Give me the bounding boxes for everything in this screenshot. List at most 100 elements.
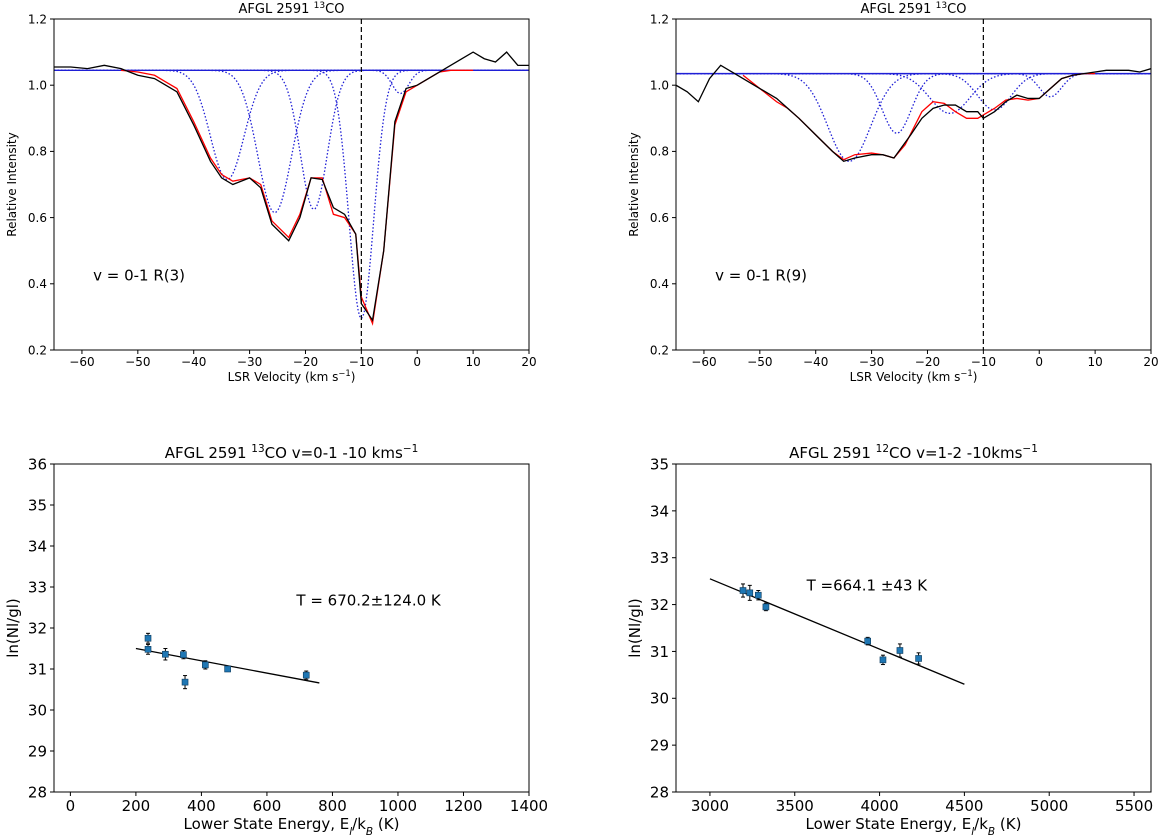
annotation: T = 670.2±124.0 K xyxy=(295,591,441,609)
chart-title: AFGL 2591 13CO v=0-1 -10 kms−1 xyxy=(165,443,419,462)
plot-area xyxy=(135,632,320,690)
x-tick-label: 1400 xyxy=(510,797,548,815)
x-axis-label: LSR Velocity (km s−1) xyxy=(850,368,978,384)
x-tick-label: 0 xyxy=(1035,355,1043,369)
x-tick-label: −50 xyxy=(125,355,150,369)
data-point xyxy=(144,646,152,653)
spectrum-series xyxy=(676,64,1151,163)
y-tick-label: 1.2 xyxy=(28,12,47,26)
y-tick-label: 32 xyxy=(650,596,669,614)
data-point xyxy=(739,587,747,594)
x-tick-label: 400 xyxy=(187,797,216,815)
data-point xyxy=(181,678,189,686)
y-tick-label: 0.8 xyxy=(28,145,47,159)
plot-area xyxy=(709,578,965,685)
gaussian-component-3 xyxy=(676,72,1151,114)
chart-panel-4: 3000 3500 4000 4500 5000 5500 28 29 30 31 32 33 34 35… xyxy=(626,443,1153,838)
y-tick-label: 29 xyxy=(650,737,669,755)
y-tick-label: 28 xyxy=(28,783,47,801)
annotation: T =664.1 ±43 K xyxy=(806,577,929,595)
y-tick-label: 32 xyxy=(28,619,47,637)
x-tick-label: 0 xyxy=(413,355,421,369)
data-point xyxy=(754,591,762,599)
y-tick-label: 30 xyxy=(28,701,47,719)
y-tick-label: 31 xyxy=(28,660,47,678)
data-point xyxy=(879,656,887,664)
gaussian-component-5 xyxy=(54,69,529,95)
x-tick-label: −20 xyxy=(293,355,318,369)
chart-panel-1: −60 −50 −40 −30 −20 −10 0 10 20 0.2 0.4 0.6 0.8 1.0 1.… xyxy=(5,1,537,384)
fit-series xyxy=(120,69,474,326)
x-tick-label: 0 xyxy=(66,797,76,815)
y-tick-label: 28 xyxy=(650,783,669,801)
x-tick-label: 3000 xyxy=(691,797,729,815)
y-tick-label: 35 xyxy=(650,455,669,473)
chart-panel-3: 0 200 400 600 800 1000 1200 1400 28 29 30 31 32 33 34 3… xyxy=(4,443,548,838)
annotation: v = 0-1 R(9) xyxy=(715,266,807,284)
x-tick-label: −50 xyxy=(747,355,772,369)
gaussian-component-2 xyxy=(54,69,529,214)
y-tick-label: 36 xyxy=(28,455,47,473)
data-point xyxy=(202,661,209,669)
x-axis-label: Lower State Energy, El/kB (K) xyxy=(184,815,400,838)
x-tick-label: 800 xyxy=(318,797,347,815)
x-tick-label: 20 xyxy=(521,355,536,369)
y-tick-label: 0.4 xyxy=(28,277,47,291)
axes-frame xyxy=(675,18,1152,351)
y-tick-label: 34 xyxy=(650,502,669,520)
y-tick-label: 1.0 xyxy=(28,79,47,93)
plot-area xyxy=(54,19,529,350)
y-tick-label: 34 xyxy=(28,537,47,555)
x-tick-label: 200 xyxy=(122,797,151,815)
gaussian-component-1 xyxy=(676,72,1151,162)
x-tick-label: −40 xyxy=(803,355,828,369)
x-tick-label: 1000 xyxy=(379,797,417,815)
y-tick-label: 0.8 xyxy=(650,145,669,159)
x-tick-label: −40 xyxy=(181,355,206,369)
x-tick-label: −10 xyxy=(971,355,996,369)
data-point xyxy=(302,671,310,679)
x-tick-label: 5000 xyxy=(1030,797,1068,815)
x-tick-label: 4000 xyxy=(860,797,898,815)
y-tick-label: 0.2 xyxy=(28,343,47,357)
y-tick-label: 1.0 xyxy=(650,79,669,93)
data-point xyxy=(180,651,187,658)
gaussian-component-2 xyxy=(676,72,1151,134)
x-axis-label: Lower State Energy, El/kB (K) xyxy=(806,815,1022,838)
axes-frame xyxy=(675,463,1152,793)
y-tick-label: 31 xyxy=(650,643,669,661)
y-tick-label: 0.6 xyxy=(28,211,47,225)
y-axis-label: Relative Intensity xyxy=(627,132,641,236)
y-axis-label: Relative Intensity xyxy=(5,132,19,236)
data-point xyxy=(896,647,904,654)
y-axis-label: ln(Nl/gl) xyxy=(626,598,644,658)
x-tick-label: −20 xyxy=(915,355,940,369)
x-tick-label: −30 xyxy=(237,355,262,369)
x-tick-label: 10 xyxy=(465,355,480,369)
spectrum-series xyxy=(54,51,529,322)
x-tick-label: −60 xyxy=(69,355,94,369)
axes-frame xyxy=(53,463,530,793)
y-tick-label: 0.4 xyxy=(650,277,669,291)
plot-area xyxy=(676,19,1151,350)
gaussian-component-1 xyxy=(54,69,529,181)
chart-panel-2: −60 −50 −40 −30 −20 −10 0 10 20 0.2 0.4 0.6 0.8 1.0 1.… xyxy=(627,1,1159,384)
x-tick-label: 4500 xyxy=(945,797,983,815)
data-point xyxy=(746,589,754,597)
data-point xyxy=(144,634,152,642)
y-tick-label: 1.2 xyxy=(650,12,669,26)
fit-series xyxy=(742,72,1096,161)
x-tick-label: 3500 xyxy=(776,797,814,815)
gaussian-component-5 xyxy=(676,72,1151,98)
y-tick-label: 0.6 xyxy=(650,211,669,225)
y-tick-label: 33 xyxy=(28,578,47,596)
chart-title: AFGL 2591 13CO xyxy=(239,1,345,17)
x-axis-label: LSR Velocity (km s−1) xyxy=(228,368,356,384)
data-point xyxy=(762,603,770,611)
gaussian-component-3 xyxy=(54,69,529,211)
data-point xyxy=(162,650,169,658)
chart-title: AFGL 2591 12CO v=1-2 -10kms−1 xyxy=(789,443,1038,462)
x-tick-label: 20 xyxy=(1143,355,1158,369)
x-tick-label: −60 xyxy=(691,355,716,369)
